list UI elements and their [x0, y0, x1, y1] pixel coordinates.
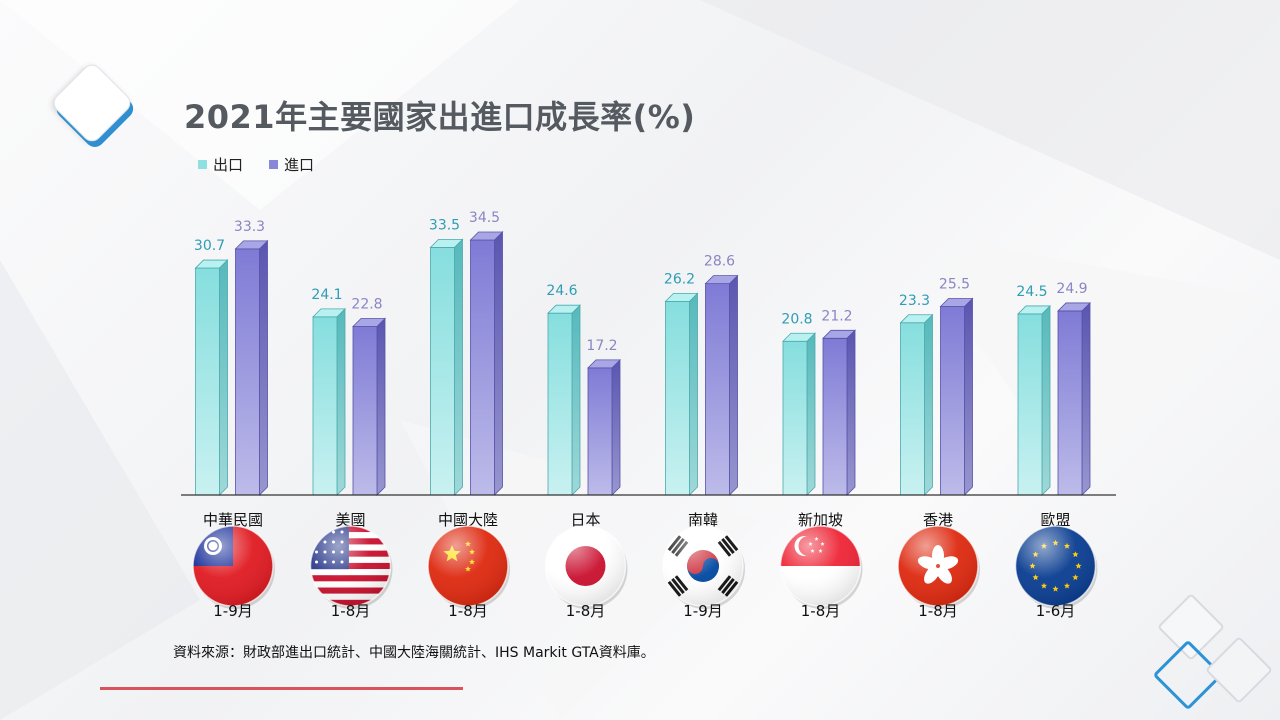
- source-note: 資料來源：財政部進出口統計、中國大陸海關統計、IHS Markit GTA資料庫…: [173, 645, 655, 661]
- page-title: 2021年主要國家出進口成長率(%): [184, 98, 696, 136]
- period-label: 1-8月: [918, 602, 958, 620]
- period-label: 1-9月: [213, 602, 253, 620]
- period-label: 1-9月: [683, 602, 723, 620]
- china-flag-icon: [427, 525, 510, 609]
- category-label: 中華民國: [203, 511, 263, 529]
- data-label: 24.1: [311, 287, 342, 303]
- data-label: 24.5: [1016, 284, 1047, 300]
- period-label: 1-8月: [448, 602, 488, 620]
- data-label: 21.2: [821, 308, 852, 324]
- period-label: 1-8月: [801, 602, 841, 620]
- export-bar: [547, 304, 581, 496]
- import-bar: [352, 317, 386, 496]
- legend-label-import: 進口: [284, 156, 315, 174]
- category-label: 日本: [570, 511, 600, 529]
- japan-flag-icon: [544, 525, 628, 609]
- data-label: 20.8: [781, 311, 812, 327]
- legend-swatch-export: [198, 160, 207, 169]
- legend-label-export: 出口: [213, 156, 244, 174]
- export-bar: [664, 292, 699, 496]
- import-bar: [469, 231, 504, 496]
- import-bar: [234, 239, 269, 496]
- data-label: 30.7: [194, 238, 225, 254]
- data-label: 26.2: [664, 271, 695, 287]
- data-label: 17.2: [586, 338, 617, 354]
- data-label: 24.6: [546, 283, 577, 299]
- data-label: 22.8: [351, 296, 382, 312]
- export-bar: [312, 307, 346, 496]
- legend-item-export: 出口: [198, 154, 243, 175]
- period-label: 1-8月: [566, 602, 606, 620]
- legend-swatch-import: [269, 160, 279, 169]
- export-bar: [194, 259, 229, 496]
- period-label: 1-8月: [331, 602, 371, 620]
- export-bar: [782, 332, 816, 496]
- usa-flag-icon: [309, 525, 393, 609]
- data-label: 33.5: [429, 217, 460, 233]
- import-bar: [939, 297, 974, 496]
- data-label: 34.5: [469, 210, 500, 226]
- taiwan-flag-icon: [192, 525, 275, 609]
- category-label: 新加坡: [798, 511, 843, 529]
- period-label: 1-6月: [1036, 602, 1076, 620]
- export-bar: [1017, 304, 1051, 496]
- data-label: 24.9: [1056, 281, 1087, 297]
- export-bar: [429, 238, 464, 496]
- import-bar: [587, 358, 621, 496]
- data-label: 33.3: [234, 219, 265, 235]
- category-label: 中國大陸: [438, 511, 498, 529]
- data-label: 25.5: [939, 277, 970, 293]
- legend-item-import: 進口: [269, 154, 314, 175]
- singapore-flag-icon: [779, 525, 863, 609]
- korea-flag-icon: [662, 525, 745, 609]
- import-bar: [1057, 301, 1091, 496]
- import-bar: [822, 329, 856, 496]
- bottom-accent-line: [100, 687, 463, 690]
- category-label: 美國: [335, 511, 365, 529]
- category-label: 南韓: [688, 511, 718, 529]
- data-label: 28.6: [704, 254, 735, 270]
- chart-legend: 出口 進口: [198, 154, 314, 175]
- import-bar: [704, 274, 739, 496]
- deco-diamond-icon: [1205, 636, 1273, 704]
- category-label: 歐盟: [1040, 511, 1070, 529]
- bar-chart: 30.7 33.3 24.1 22.8 33.5 34.5 24.6 17.2 26.2 28.6…: [181, 210, 1116, 620]
- data-label: 23.3: [899, 293, 930, 309]
- export-bar: [899, 313, 934, 496]
- category-label: 香港: [923, 511, 953, 529]
- eu-flag-icon: [1014, 525, 1098, 609]
- hongkong-flag-icon: [897, 525, 980, 609]
